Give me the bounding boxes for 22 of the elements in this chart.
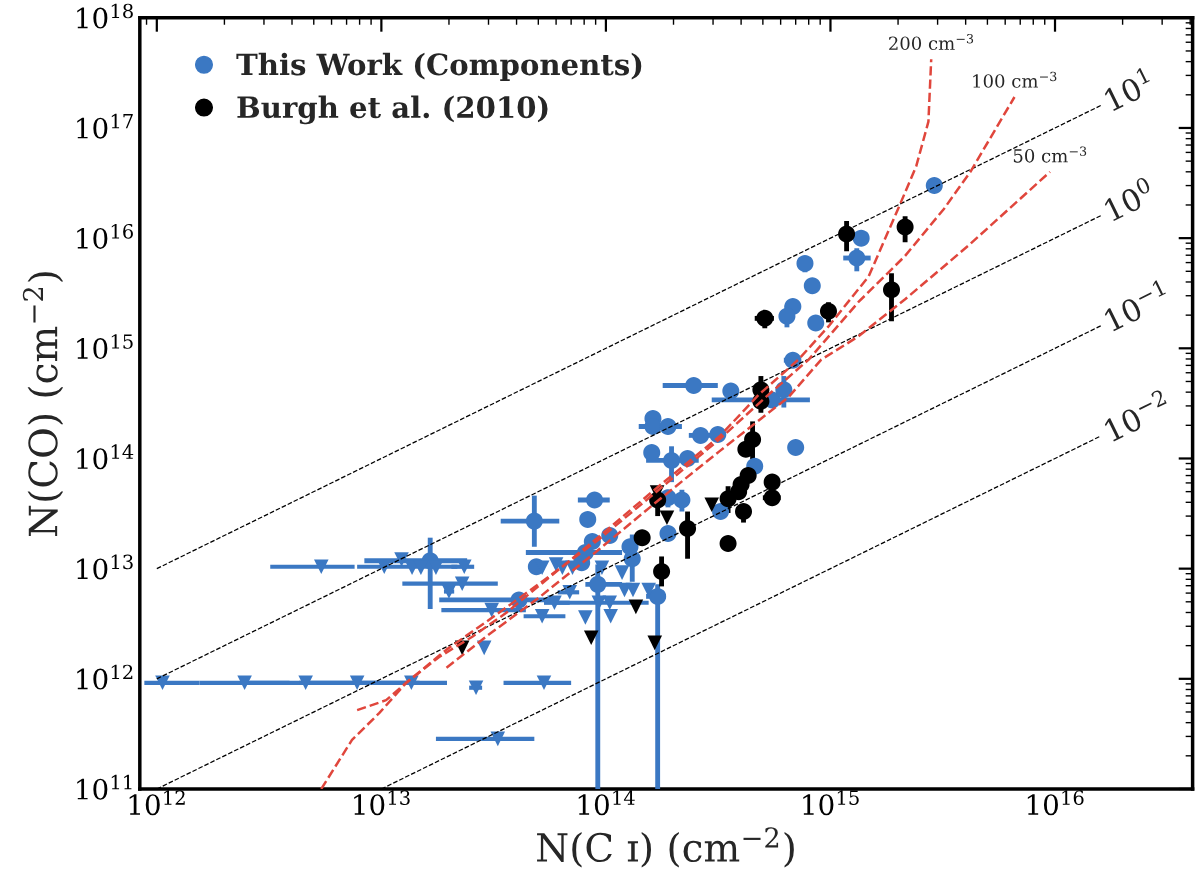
x-tick-label: 10$^{15}$ — [803, 790, 859, 816]
y-tick-label: 10$^{17}$ — [77, 113, 133, 139]
legend-label: Burgh et al. (2010) — [237, 95, 548, 125]
annotation: 10$^{1}$ — [1101, 66, 1155, 112]
y-tick-label: 10$^{12}$ — [77, 664, 133, 690]
x-axis-title: N(C ɪ) (cm$^{−2}$) — [537, 827, 794, 868]
x-tick-label: 10$^{14}$ — [578, 790, 635, 816]
y-tick-label: 10$^{13}$ — [77, 554, 133, 580]
annotation: 10$^{0}$ — [1101, 176, 1157, 222]
legend-label: This Work (Components) — [236, 52, 642, 82]
y-tick-label: 10$^{18}$ — [77, 3, 133, 29]
x-tick-label: 10$^{16}$ — [1027, 790, 1084, 816]
y-axis-title: N(CO) (cm$^{−2}$) — [22, 272, 64, 537]
y-tick-label: 10$^{16}$ — [77, 223, 133, 249]
y-tick-label: 10$^{14}$ — [77, 444, 134, 470]
annotation: 50 cm$^{−3}$ — [1013, 146, 1087, 163]
annotation: 200 cm$^{−3}$ — [889, 33, 974, 51]
annotation: 10$^{−1}$ — [1101, 279, 1171, 332]
annotation: 10$^{−2}$ — [1101, 388, 1172, 443]
x-tick-label: 10$^{13}$ — [354, 790, 410, 816]
annotation: 100 cm$^{−3}$ — [973, 71, 1057, 88]
y-tick-label: 10$^{15}$ — [77, 334, 133, 360]
